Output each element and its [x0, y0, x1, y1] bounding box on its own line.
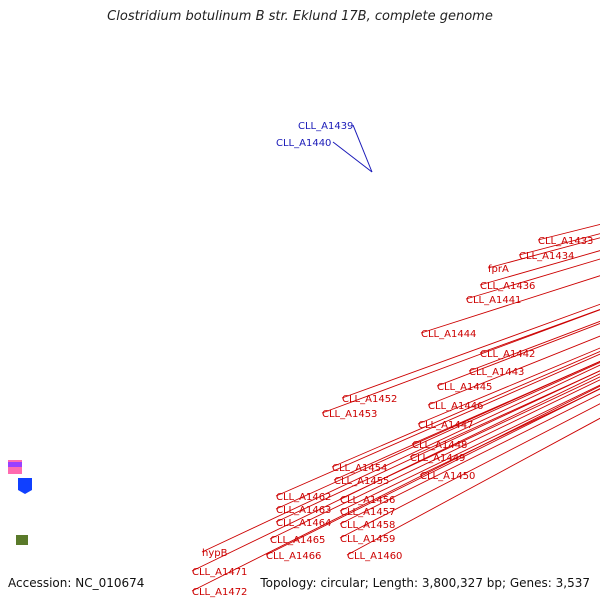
reverse-gene-label: hypB: [202, 548, 228, 559]
leader-line: [417, 347, 600, 425]
leader-line: [269, 379, 600, 540]
reverse-gene-label: CLL_A1460: [347, 551, 402, 562]
reverse-gene-label: CLL_A1454: [332, 463, 387, 474]
reverse-gene-label: CLL_A1466: [266, 551, 321, 562]
leader-line: [332, 141, 373, 173]
reverse-gene-label: CLL_A1455: [334, 476, 389, 487]
reverse-gene-label: CLL_A1447: [418, 420, 473, 431]
leader-line: [333, 360, 600, 481]
leader-line: [339, 393, 600, 525]
reverse-gene-label: CLL_A1452: [342, 394, 397, 405]
reverse-gene-label: CLL_A1456: [340, 495, 395, 506]
leader-line: [275, 353, 600, 497]
reverse-gene-label: fprA: [488, 264, 509, 275]
leader-line: [321, 309, 600, 414]
accession-text: Accession: NC_010674: [8, 576, 145, 590]
leader-line: [339, 384, 600, 512]
reverse-gene-label: CLL_A1448: [412, 440, 467, 451]
reverse-gene-label: CLL_A1443: [469, 367, 524, 378]
forward-gene-label: CLL_A1439: [298, 121, 353, 132]
leader-line: [537, 223, 600, 241]
label-leader-lines: [191, 124, 600, 592]
forward-gene-arrow: [18, 478, 32, 494]
leader-line: [201, 364, 600, 553]
gene-labels: CLL_A1439 CLL_A1440 CLL_A1433 CLL_A1434 fprA…: [192, 121, 593, 598]
reverse-gene-label: CLL_A1445: [437, 382, 492, 393]
reverse-gene-label: CLL_A1464: [276, 518, 331, 529]
topology-text: Topology: circular; Length: 3,800,327 bp…: [260, 576, 590, 590]
leader-line: [265, 388, 600, 556]
gene-features: [8, 460, 32, 545]
gene-block: [16, 535, 28, 545]
reverse-gene-label: CLL_A1465: [270, 535, 325, 546]
leader-line: [487, 237, 600, 269]
leader-line: [275, 361, 600, 510]
reverse-gene-label: CLL_A1463: [276, 505, 331, 516]
leader-line: [331, 350, 600, 468]
map-title: Clostridium botulinum B str. Eklund 17B,…: [107, 9, 493, 24]
reverse-gene-label: CLL_A1449: [410, 453, 465, 464]
reverse-gene-label: CLL_A1441: [466, 295, 521, 306]
reverse-gene-label: CLL_A1446: [428, 401, 483, 412]
reverse-gene-label: CLL_A1471: [192, 567, 247, 578]
leader-line: [191, 385, 600, 592]
leader-line: [191, 373, 600, 572]
leader-line: [352, 124, 373, 173]
reverse-gene-label: CLL_A1462: [276, 492, 331, 503]
leader-line: [420, 275, 600, 334]
reverse-gene-label: CLL_A1434: [519, 251, 574, 262]
leader-line: [518, 233, 600, 256]
reverse-gene-label: CLL_A1442: [480, 349, 535, 360]
forward-gene-label: CLL_A1440: [276, 138, 331, 149]
leader-line: [339, 376, 600, 500]
reverse-gene-label: CLL_A1459: [340, 534, 395, 545]
reverse-gene-label: CLL_A1450: [420, 471, 475, 482]
leader-line: [436, 323, 600, 387]
gene-block: [8, 462, 22, 467]
reverse-gene-label: CLL_A1453: [322, 409, 377, 420]
reverse-gene-label: CLL_A1433: [538, 236, 593, 247]
reverse-gene-label: CLL_A1457: [340, 507, 395, 518]
leader-line: [341, 303, 600, 399]
reverse-gene-label: CLL_A1444: [421, 329, 476, 340]
reverse-gene-label: CLL_A1436: [480, 281, 535, 292]
leader-line: [427, 335, 600, 406]
reverse-gene-label: CLL_A1458: [340, 520, 395, 531]
leader-line: [275, 370, 600, 523]
reverse-gene-label: CLL_A1472: [192, 587, 247, 598]
leader-line: [346, 417, 600, 556]
leader-line: [339, 403, 600, 539]
leader-line: [468, 320, 600, 372]
